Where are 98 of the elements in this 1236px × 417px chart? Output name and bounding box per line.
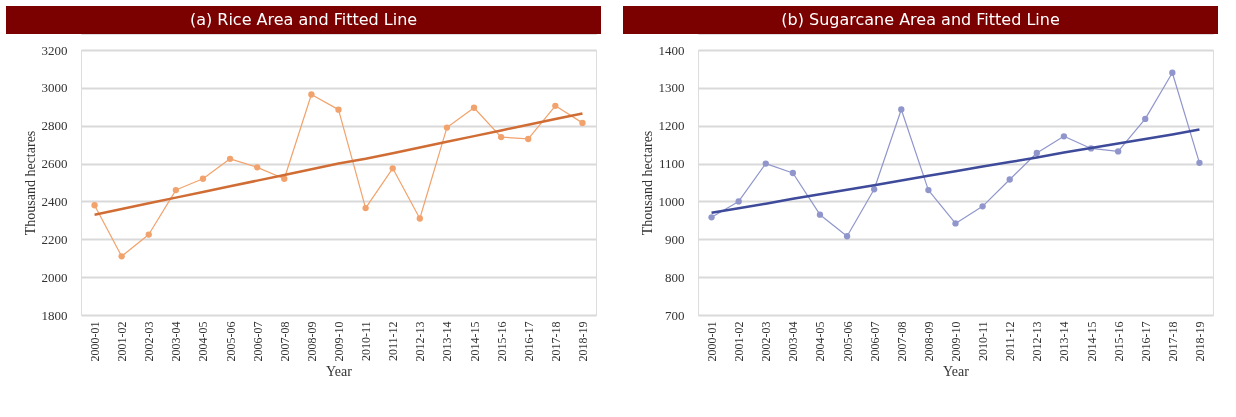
x-tick-label: 2001-02: [732, 321, 747, 362]
x-tick-label: 2015-16: [494, 321, 509, 362]
y-tick-label: 1800: [41, 307, 68, 323]
point: [1114, 148, 1122, 155]
x-tick-label: 2004-05: [813, 321, 828, 362]
point: [1033, 149, 1040, 157]
y-tick-label: 3000: [41, 80, 68, 96]
point: [416, 215, 423, 222]
x-tick-label: 2000-01: [705, 321, 720, 362]
point: [952, 220, 959, 227]
y-tick-label: 700: [665, 307, 685, 323]
x-tick-label: 2011-12: [386, 321, 401, 362]
point: [254, 164, 261, 171]
point: [1169, 69, 1176, 76]
x-tick-label: 2018-19: [1192, 321, 1207, 362]
y-tick-label: 900: [665, 231, 685, 247]
point: [389, 165, 396, 172]
x-tick-label: 2011-12: [1003, 321, 1018, 362]
point: [226, 155, 234, 162]
point: [789, 169, 797, 177]
point: [145, 231, 152, 238]
point: [816, 211, 824, 218]
y-tick-label: 1400: [658, 42, 685, 58]
point: [199, 175, 207, 182]
point: [308, 91, 315, 98]
x-tick-label: 2009-10: [949, 321, 963, 362]
x-tick-label: 2016-17: [521, 321, 536, 362]
x-tick-label: 2009-10: [332, 321, 346, 362]
y-tick-label: 1200: [658, 118, 685, 134]
line-series: [93, 112, 584, 216]
point: [1196, 159, 1203, 166]
x-tick-label: 2010-11: [976, 321, 991, 362]
x-tick-label: 2003-04: [786, 321, 801, 362]
point: [843, 233, 851, 240]
chart-title: (a) Rice Area and Fitted Line: [189, 10, 418, 29]
point: [1142, 115, 1149, 123]
point: [281, 175, 288, 182]
y-tick-label: 3200: [41, 42, 68, 58]
point: [735, 198, 742, 205]
x-tick-label: 2012-13: [413, 321, 428, 362]
y-tick-label: 2200: [41, 231, 68, 247]
y-tick-label: 2400: [41, 193, 68, 209]
x-tick-label: 2016-17: [1138, 321, 1153, 362]
point: [525, 135, 532, 143]
x-tick-label: 2008-09: [304, 321, 319, 362]
point: [362, 204, 369, 212]
point: [118, 253, 125, 260]
x-tick-label: 2010-11: [359, 321, 374, 362]
x-axis-title: Year: [943, 364, 970, 380]
point: [497, 133, 505, 141]
chart-title: (b) Sugarcane Area and Fitted Line: [781, 10, 1060, 29]
point: [871, 186, 878, 193]
x-tick-label: 2001-02: [115, 321, 130, 362]
x-tick-label: 2018-19: [575, 321, 590, 362]
x-tick-label: 2006-07: [867, 321, 882, 362]
y-tick-label: 2000: [41, 269, 68, 285]
x-tick-label: 2002-03: [759, 321, 774, 362]
x-tick-label: 2013-14: [440, 321, 455, 362]
x-tick-label: 2000-01: [88, 321, 103, 362]
point: [470, 104, 478, 111]
y-tick-label: 1300: [658, 80, 685, 96]
point: [1060, 133, 1068, 140]
point: [172, 186, 180, 194]
point: [1006, 176, 1013, 183]
point: [552, 102, 559, 109]
x-tick-label: 2007-08: [277, 321, 292, 362]
x-tick-label: 2014-15: [467, 321, 482, 362]
point: [335, 106, 342, 113]
x-tick-label: 2007-08: [894, 321, 909, 362]
x-tick-label: 2017-18: [1165, 321, 1180, 362]
point: [91, 202, 98, 209]
x-tick-label: 2015-16: [1111, 321, 1126, 362]
x-tick-label: 2012-13: [1030, 321, 1045, 362]
x-tick-label: 2008-09: [921, 321, 936, 362]
point: [708, 214, 715, 221]
x-axis-title: Year: [326, 364, 353, 380]
x-tick-label: 2004-05: [196, 321, 211, 362]
point: [762, 160, 769, 167]
y-axis-title: Thousand hectares: [639, 130, 655, 236]
x-tick-label: 2002-03: [142, 321, 157, 362]
y-tick-label: 2800: [41, 118, 68, 134]
y-tick-label: 2600: [41, 156, 68, 172]
point: [925, 186, 932, 194]
point: [443, 124, 451, 131]
x-tick-label: 2003-04: [169, 321, 184, 362]
x-tick-label: 2014-15: [1084, 321, 1099, 362]
x-tick-label: 2006-07: [250, 321, 265, 362]
point: [579, 119, 586, 127]
y-tick-label: 800: [665, 269, 685, 285]
x-tick-label: 2017-18: [548, 321, 563, 362]
y-tick-label: 1000: [658, 193, 685, 209]
y-tick-label: 1100: [658, 156, 685, 172]
point: [898, 106, 905, 113]
point: [979, 203, 986, 210]
y-axis-title: Thousand hectares: [22, 130, 38, 236]
x-tick-label: 2013-14: [1057, 321, 1072, 362]
x-tick-label: 2005-06: [840, 321, 855, 362]
x-tick-label: 2005-06: [223, 321, 238, 362]
